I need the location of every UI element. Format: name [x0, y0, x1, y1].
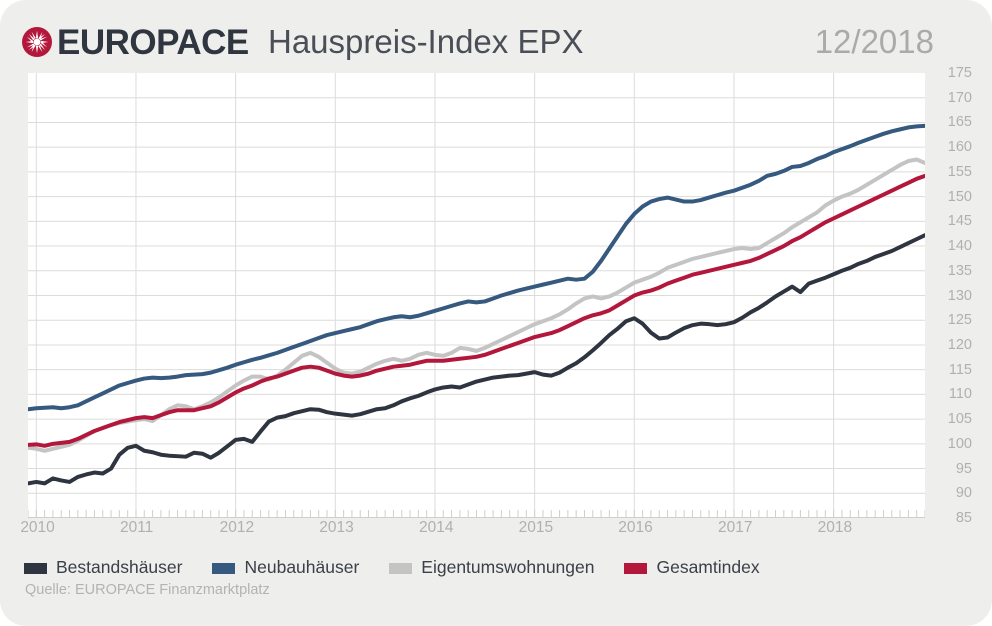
x-axis-tick: 2013: [319, 519, 354, 536]
horizontal-gridlines: [28, 97, 925, 494]
x-axis-tick: 2010: [20, 519, 55, 536]
legend-color-swatch: [389, 562, 413, 574]
y-axis-tick: 170: [947, 89, 972, 106]
year-gridlines: [35, 73, 835, 518]
legend-label: Eigentumswohnungen: [421, 557, 595, 578]
legend-label: Bestandshäuser: [56, 557, 183, 578]
europace-logo: EUROPACE: [22, 20, 249, 64]
legend-item[interactable]: Neubauhäuser: [212, 559, 359, 577]
legend-color-swatch: [624, 562, 648, 574]
y-axis-tick: 85: [955, 509, 972, 526]
y-axis-tick: 100: [947, 435, 972, 452]
month-tick-marks: [28, 510, 925, 518]
chart-legend: Bestandshäuser Neubauhäuser Eigentumswohnu…: [24, 556, 790, 580]
x-axis-tick: 2017: [717, 519, 753, 536]
chart-plot-area: [28, 73, 925, 518]
x-axis-tick: 2018: [817, 519, 853, 536]
x-axis-labels: 2010 2011 2012 2013 2014 2015 2016 2017 2018: [20, 519, 925, 546]
y-axis-tick: 125: [947, 311, 972, 328]
x-axis-tick: 2012: [219, 519, 255, 536]
y-axis-tick: 90: [955, 485, 972, 502]
period-label: 12/2018: [814, 23, 934, 60]
x-axis-tick: 2015: [518, 519, 554, 536]
legend-label: Neubauhäuser: [244, 557, 360, 578]
y-axis-tick: 110: [948, 386, 972, 403]
legend-item[interactable]: Eigentumswohnungen: [389, 559, 594, 577]
source-note: Quelle: EUROPACE Finanzmarktplatz: [25, 582, 270, 598]
page-title: Hauspreis-Index EPX: [268, 23, 584, 60]
y-axis-tick: 140: [947, 237, 972, 254]
legend-item[interactable]: Gesamtindex: [624, 557, 760, 578]
x-axis-tick: 2011: [119, 519, 154, 536]
y-axis-tick: 175: [947, 64, 972, 81]
x-axis-tick: 2016: [618, 519, 653, 536]
starburst-icon: [22, 27, 52, 57]
y-axis-tick: 145: [947, 213, 972, 230]
header: EUROPACE Hauspreis-Index EPX 12/2018: [0, 0, 992, 72]
legend-label: Gesamtindex: [656, 557, 760, 578]
y-axis-tick: 165: [947, 114, 972, 131]
series-line: [28, 157, 925, 453]
series-line: [28, 233, 925, 486]
x-axis-tick: 2014: [418, 519, 454, 536]
y-axis-tick: 115: [948, 361, 972, 378]
y-axis-tick: 120: [947, 336, 972, 353]
y-axis-tick: 160: [947, 138, 972, 155]
y-axis-tick: 135: [947, 262, 972, 279]
legend-color-swatch: [24, 562, 47, 574]
series-line: [28, 173, 925, 448]
y-axis-tick: 155: [947, 163, 972, 180]
y-axis-labels: 175 170 165 160 155 150 145 140 135 130 125 120 115 1…: [934, 66, 986, 525]
line-chart-svg: [28, 73, 925, 518]
y-axis-tick: 130: [947, 287, 972, 304]
series-line: [28, 123, 925, 412]
y-axis-tick: 150: [947, 188, 972, 205]
y-axis-tick: 105: [947, 410, 972, 427]
brand-wordmark: EUROPACE: [57, 22, 249, 62]
y-axis-tick: 95: [955, 460, 972, 477]
legend-item[interactable]: Bestandshäuser: [24, 559, 182, 577]
series-lines: [28, 123, 925, 486]
legend-color-swatch: [212, 562, 236, 574]
